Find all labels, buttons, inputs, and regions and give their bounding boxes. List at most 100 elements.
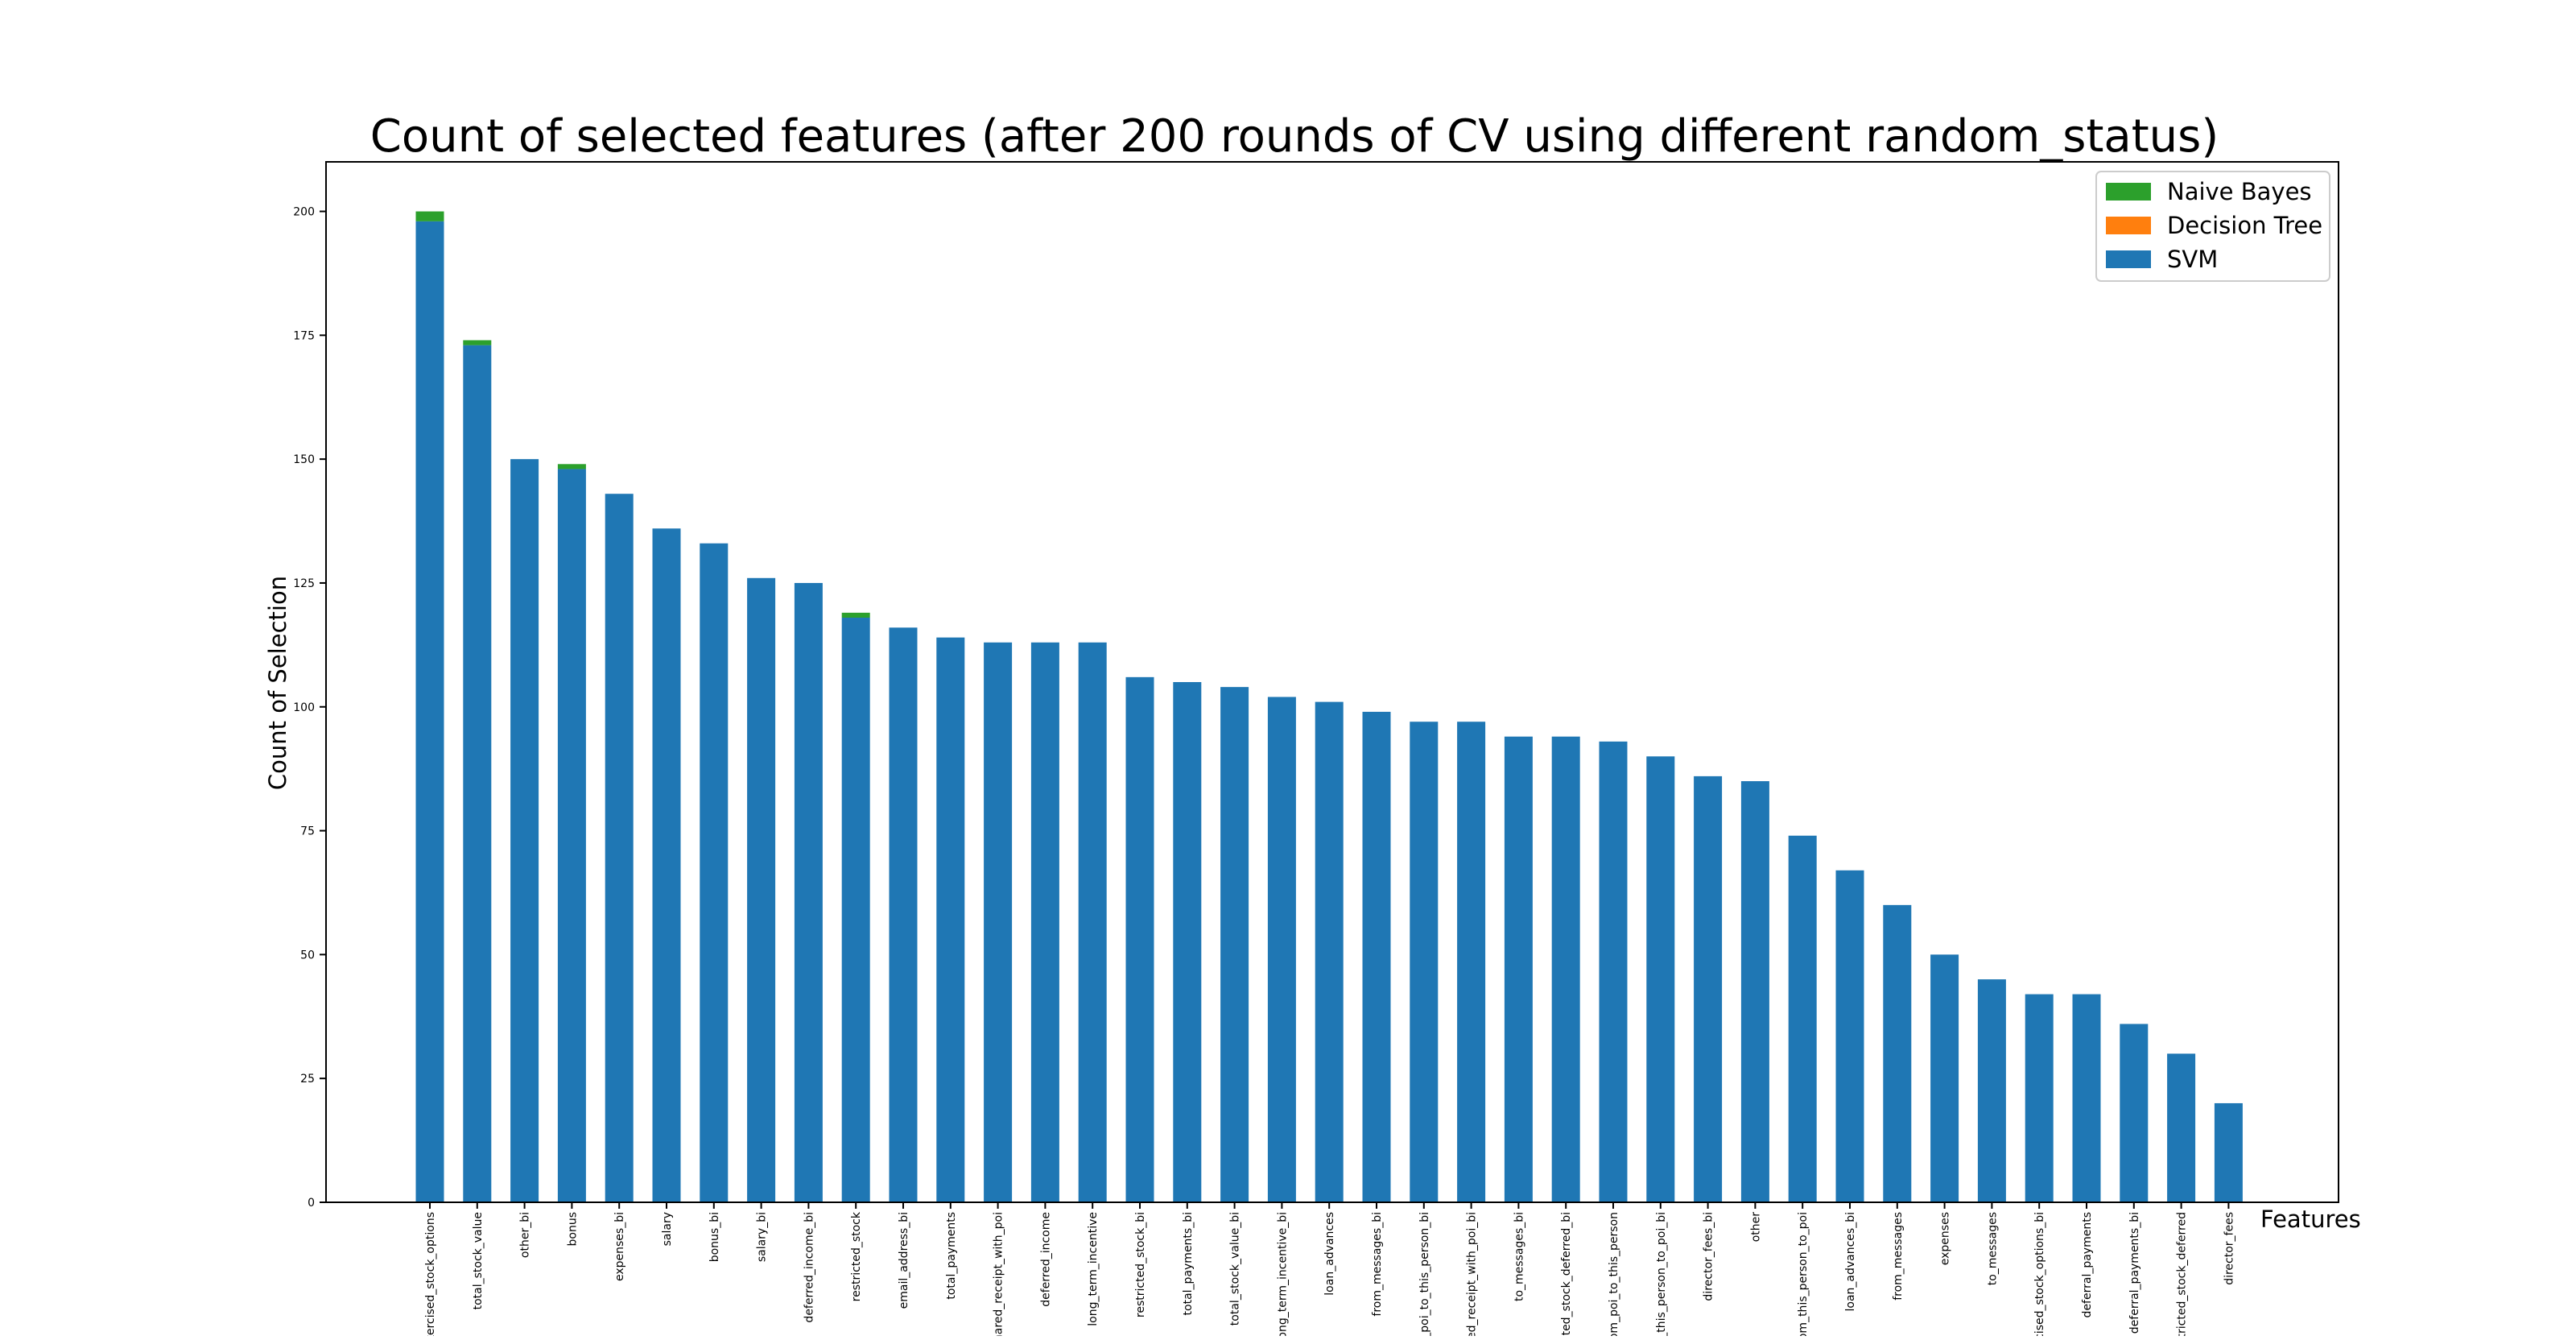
bar-svm-director-fees xyxy=(2214,1102,2243,1202)
bar-naive-bayes-bonus xyxy=(557,464,586,469)
bar-svm-long-term-incentive-bi xyxy=(1267,697,1296,1202)
x-tick-label: from_this_person_to_poi xyxy=(1797,1212,1810,1336)
x-tick-label: other xyxy=(1749,1212,1762,1243)
legend-swatch-decision-tree xyxy=(2106,217,2151,234)
bar-svm-from-this-person-to-poi xyxy=(1788,835,1817,1202)
x-tick-label: salary_bi xyxy=(756,1212,769,1262)
x-tick-label: to_messages xyxy=(1986,1212,1999,1285)
x-tick-label: restricted_stock xyxy=(850,1211,863,1301)
x-tick-label: total_stock_value xyxy=(472,1212,485,1309)
x-tick-label: director_fees_bi xyxy=(1703,1212,1715,1301)
legend-label-naive-bayes: Naive Bayes xyxy=(2167,178,2312,205)
y-tick-label: 25 xyxy=(300,1073,315,1086)
bar-svm-bonus-bi xyxy=(700,543,729,1202)
x-tick-label: restricted_stock_deferred xyxy=(2176,1212,2189,1336)
bar-svm-expenses xyxy=(1930,954,1959,1202)
bar-svm-from-this-person-to-poi-bi xyxy=(1646,756,1675,1202)
bar-svm-other xyxy=(1740,781,1769,1202)
x-tick-label: bonus_bi xyxy=(708,1212,721,1262)
x-tick-label: total_payments_bi xyxy=(1182,1212,1195,1315)
y-axis-label: Count of Selection xyxy=(264,576,291,790)
x-tick-label: deferred_income xyxy=(1039,1212,1052,1307)
bar-svm-to-messages-bi xyxy=(1504,736,1533,1202)
bar-svm-loan-advances xyxy=(1315,701,1344,1202)
bar-svm-total-stock-value-bi xyxy=(1220,687,1249,1202)
bar-svm-shared-receipt-with-poi xyxy=(984,642,1013,1202)
x-tick-label: total_payments xyxy=(945,1212,958,1300)
x-tick-label: deferred_income_bi xyxy=(803,1212,815,1323)
legend-label-decision-tree: Decision Tree xyxy=(2167,212,2322,239)
x-tick-label: loan_advances xyxy=(1323,1212,1336,1296)
bar-svm-long-term-incentive xyxy=(1078,642,1107,1202)
legend-label-svm: SVM xyxy=(2167,246,2218,273)
bar-svm-restricted-stock xyxy=(841,618,870,1202)
legend: Naive Bayes Decision Tree SVM xyxy=(2095,171,2330,282)
x-tick-label: loan_advances_bi xyxy=(1844,1212,1857,1312)
bar-svm-exercised-stock-options xyxy=(415,221,444,1202)
bar-svm-restricted-stock-deferred-bi xyxy=(1551,736,1580,1202)
bar-svm-from-poi-to-this-person xyxy=(1599,741,1628,1202)
x-tick-label: email_address_bi xyxy=(898,1212,910,1309)
y-tick-label: 175 xyxy=(293,329,315,342)
x-tick-label: exercised_stock_options xyxy=(424,1212,437,1336)
chart-title: Count of selected features (after 200 ro… xyxy=(370,110,2219,163)
y-tick-label: 75 xyxy=(300,825,315,838)
bar-svm-from-messages xyxy=(1883,904,1912,1202)
plot-frame xyxy=(325,161,2339,1203)
x-axis-label: Features xyxy=(2260,1206,2361,1233)
x-tick-label: expenses_bi xyxy=(613,1212,626,1281)
x-tick-label: from_poi_to_this_person_bi xyxy=(1418,1212,1431,1336)
y-tick-label: 150 xyxy=(293,453,315,466)
bar-naive-bayes-restricted-stock xyxy=(841,612,870,618)
bar-svm-deferral-payments-bi xyxy=(2120,1024,2149,1202)
bar-svm-deferral-payments xyxy=(2072,994,2101,1202)
x-tick-label: deferral_payments_bi xyxy=(2128,1212,2141,1334)
bar-svm-deferred-income xyxy=(1030,642,1059,1202)
x-tick-label: director_fees xyxy=(2223,1212,2235,1285)
bar-svm-email-address-bi xyxy=(889,627,918,1202)
bar-svm-shared-receipt-with-poi-bi xyxy=(1457,722,1486,1202)
x-tick-label: salary xyxy=(661,1212,674,1246)
bar-naive-bayes-total-stock-value xyxy=(463,340,492,345)
x-tick-label: restricted_stock_bi xyxy=(1134,1212,1147,1317)
x-tick-label: to_messages_bi xyxy=(1513,1212,1525,1301)
x-tick-label: total_stock_value_bi xyxy=(1229,1212,1242,1326)
bar-svm-from-messages-bi xyxy=(1362,711,1391,1202)
y-tick-label: 0 xyxy=(308,1197,315,1210)
x-tick-label: from_messages xyxy=(1892,1212,1905,1301)
bar-svm-expenses-bi xyxy=(605,494,634,1202)
bar-svm-to-messages xyxy=(1977,979,2006,1202)
x-tick-label: from_this_person_to_poi_bi xyxy=(1655,1212,1668,1336)
bar-svm-total-payments-bi xyxy=(1173,682,1202,1202)
bar-svm-total-payments xyxy=(936,637,965,1202)
bar-svm-bonus xyxy=(557,469,586,1202)
x-tick-label: other_bi xyxy=(519,1212,532,1258)
legend-swatch-naive-bayes xyxy=(2106,183,2151,201)
bar-svm-restricted-stock-bi xyxy=(1125,676,1154,1202)
x-tick-label: shared_receipt_with_poi_bi xyxy=(1466,1212,1479,1336)
x-tick-label: from_poi_to_this_person xyxy=(1608,1212,1620,1336)
bar-svm-loan-advances-bi xyxy=(1835,870,1864,1202)
y-tick-label: 50 xyxy=(300,949,315,962)
bar-svm-other-bi xyxy=(510,459,539,1202)
x-tick-label: shared_receipt_with_poi xyxy=(993,1212,1005,1336)
bar-svm-deferred-income-bi xyxy=(794,582,823,1202)
y-tick-label: 125 xyxy=(293,577,315,590)
x-axis: exercised_stock_options total_stock_value… xyxy=(424,1202,2235,1336)
x-tick-label: restricted_stock_deferred_bi xyxy=(1560,1212,1573,1336)
x-tick-label: long_term_incentive_bi xyxy=(1276,1212,1289,1336)
x-tick-label: bonus xyxy=(566,1212,579,1247)
bar-svm-restricted-stock-deferred xyxy=(2167,1053,2196,1202)
bar-naive-bayes-exercised-stock-options xyxy=(415,211,444,221)
legend-box xyxy=(2095,171,2330,282)
x-tick-label: expenses xyxy=(1939,1212,1952,1265)
bar-svm-from-poi-to-this-person-bi xyxy=(1410,722,1439,1202)
bar-svm-salary-bi xyxy=(747,577,776,1202)
y-tick-label: 200 xyxy=(293,206,315,219)
x-tick-label: deferral_payments xyxy=(2081,1212,2094,1317)
bar-svm-director-fees-bi xyxy=(1694,775,1723,1202)
legend-swatch-svm xyxy=(2106,250,2151,268)
y-tick-label: 100 xyxy=(293,701,315,714)
